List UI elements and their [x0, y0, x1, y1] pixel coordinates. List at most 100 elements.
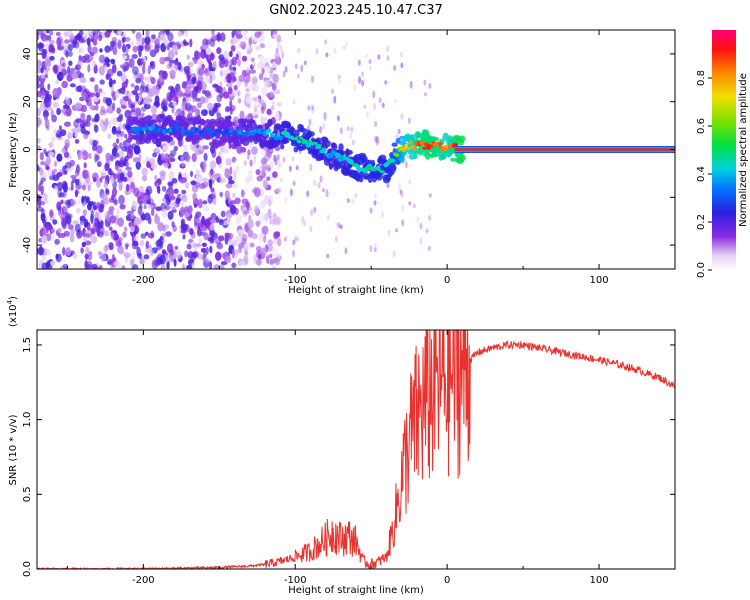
spectrogram-noise-blob [419, 222, 423, 230]
spectrogram-noise-blob [301, 215, 305, 224]
spectrogram-noise-blob [281, 51, 285, 59]
spectrogram-noise-blob [142, 194, 150, 201]
spectrogram-noise-blob [99, 118, 105, 128]
spectrogram-noise-blob [260, 43, 266, 49]
spectrogram-noise-blob [270, 106, 275, 111]
spectrogram-noise-blob [138, 45, 144, 52]
colorbar-tick-label: 0.4 [696, 166, 707, 182]
spectrogram-noise-blob [58, 205, 61, 216]
spectrogram-noise-blob [369, 207, 373, 214]
spectrogram-noise-blob [108, 226, 113, 232]
spectrogram-noise-blob [188, 238, 194, 244]
spectrogram-noise-blob [177, 31, 183, 37]
ridge-core-blob [223, 128, 229, 134]
spectrogram-noise-blob [162, 70, 168, 80]
spectrogram-noise-blob [104, 244, 109, 251]
spectrogram-noise-blob [74, 189, 80, 195]
spectrogram-noise-blob [104, 120, 108, 129]
spectrogram-noise-blob [201, 215, 206, 225]
spectrogram-noise-blob [87, 185, 91, 192]
spectrogram-noise-blob [239, 261, 246, 266]
spectrogram-noise-blob [37, 225, 43, 231]
spectrogram-noise-blob [189, 89, 197, 99]
spectrogram-noise-blob [132, 45, 138, 53]
spectrogram-noise-blob [144, 103, 151, 110]
spectrogram-noise-blob [407, 117, 411, 124]
spectrogram-noise-blob [55, 31, 61, 37]
spectrogram-noise-blob [234, 89, 241, 97]
spectrogram-noise-blob [87, 64, 91, 73]
ridge-core-blob [394, 153, 400, 158]
colorbar-gradient [712, 30, 736, 270]
spectrogram-noise-blob [164, 153, 170, 162]
spectrogram-noise-blob [161, 208, 168, 218]
spectrogram-noise-blob [86, 37, 91, 46]
spectrogram-noise-blob [174, 245, 179, 250]
spectrogram-noise-blob [200, 49, 207, 59]
spectrogram-noise-blob [258, 73, 264, 81]
spectrogram-noise-blob [116, 30, 122, 35]
spectrogram-noise-blob [205, 47, 212, 55]
spectrogram-noise-blob [227, 240, 233, 246]
spectrogram-noise-blob [52, 101, 59, 109]
spectrogram-noise-blob [46, 30, 50, 34]
spectrogram-noise-blob [159, 56, 166, 65]
spectrogram-noise-blob [122, 140, 128, 148]
spectrogram-noise-blob [138, 252, 143, 260]
spectrogram-noise-blob [119, 204, 126, 210]
spectrogram-noise-blob [146, 162, 151, 169]
spectrogram-noise-blob [183, 41, 190, 46]
spectrogram-noise-blob [158, 153, 161, 162]
spectrogram-noise-blob [160, 152, 165, 161]
spectrogram-noise-blob [84, 169, 90, 180]
spectrogram-noise-blob [186, 264, 193, 269]
spectrogram-noise-blob [204, 68, 208, 74]
spectrogram-noise-blob [163, 162, 169, 168]
spectrogram-noise-blob [41, 255, 47, 261]
spectrogram-noise-blob [124, 91, 129, 97]
spectrogram-noise-blob [241, 43, 246, 50]
spectrogram-noise-blob [75, 85, 83, 93]
spectrogram-noise-blob [102, 57, 106, 65]
spectrogram-noise-blob [161, 185, 167, 192]
spectrogram-noise-blob [63, 151, 70, 159]
spectrogram-noise-blob [419, 237, 423, 246]
spectrogram-noise-blob [399, 51, 403, 59]
spectrogram-noise-blob [187, 61, 194, 68]
spectrogram-noise-blob [74, 132, 78, 138]
spectrogram-noise-blob [218, 54, 225, 61]
spectrogram-noise-blob [217, 235, 225, 242]
spectrogram-noise-blob [116, 70, 123, 77]
spectrogram-noise-blob [65, 50, 70, 58]
spectrogram-noise-blob [135, 77, 142, 84]
ridge-halo-blob [458, 135, 466, 143]
spectrogram-noise-blob [145, 30, 150, 38]
spectrogram-noise-blob [103, 179, 109, 189]
spectrogram-noise-blob [253, 205, 259, 213]
spectrogram-noise-blob [272, 265, 277, 269]
ridge-halo-blob [410, 134, 416, 139]
snr-ytick-label: 1.0 [22, 412, 33, 428]
spectrogram-noise-blob [207, 194, 214, 204]
spectrogram-noise-blob [150, 198, 154, 204]
spectrogram-noise-blob [46, 65, 51, 71]
spectrogram-noise-blob [225, 182, 233, 189]
spectrogram-noise-blob [92, 177, 97, 183]
spectrogram-noise-blob [342, 45, 346, 50]
spectrogram-noise-blob [117, 245, 124, 255]
spectrogram-noise-blob [198, 238, 203, 244]
spectrogram-noise-blob [274, 89, 281, 95]
spectrogram-noise-blob [129, 40, 135, 47]
spectrogram-noise-blob [37, 206, 44, 212]
spectrogram-noise-blob [56, 107, 61, 116]
spectrogram-noise-blob [40, 200, 46, 206]
spectrogram-noise-blob [131, 200, 138, 211]
ridge-core-blob [349, 159, 354, 165]
spectrogram-noise-blob [72, 39, 76, 49]
spectrogram-noise-blob [262, 116, 268, 123]
spectrogram-noise-blob [218, 264, 225, 269]
spectrogram-noise-blob [130, 226, 135, 231]
spectrogram-noise-blob [265, 149, 272, 158]
ridge-core-blob [203, 127, 208, 132]
spectrogram-noise-blob [243, 36, 250, 41]
